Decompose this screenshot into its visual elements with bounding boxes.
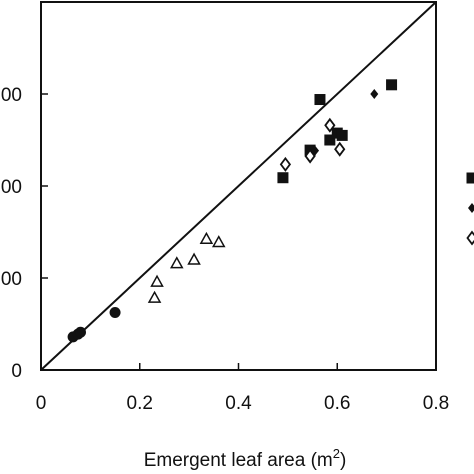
open-diamond-marker xyxy=(334,141,346,157)
x-tick-label: 0.4 xyxy=(225,393,252,414)
y-tick-label: 00 xyxy=(1,177,22,198)
open-diamond-marker xyxy=(324,117,336,133)
open-triangle-marker xyxy=(187,252,201,265)
open-diamond-marker xyxy=(279,156,292,172)
x-tick-label: 0 xyxy=(36,393,47,414)
filled-square-marker xyxy=(314,94,326,106)
filled-square-marker xyxy=(277,172,289,184)
open-triangle-marker xyxy=(199,231,214,245)
y-tick-label: 00 xyxy=(1,85,22,106)
x-axis-title: Emergent leaf area (m2) xyxy=(144,446,347,471)
open-triangle-marker xyxy=(150,274,164,287)
x-tick-label: 0.8 xyxy=(423,393,449,414)
filled-diamond-marker xyxy=(311,145,320,156)
filled-diamond-marker xyxy=(370,89,379,99)
filled-diamond-marker xyxy=(468,203,474,213)
open-triangle-marker xyxy=(147,290,162,303)
open-triangle-marker xyxy=(170,256,184,269)
fit-line xyxy=(40,1,437,371)
filled-circle-marker xyxy=(109,307,121,318)
legend-fragment xyxy=(466,172,474,246)
open-diamond-marker xyxy=(466,230,474,246)
filled-square-marker xyxy=(466,172,474,184)
y-tick-label: 0 xyxy=(11,361,22,382)
x-tick-label: 0.6 xyxy=(324,393,350,414)
open-triangle-marker xyxy=(211,235,226,248)
filled-circle-marker xyxy=(75,326,86,338)
data-points xyxy=(67,79,398,343)
filled-square-marker xyxy=(336,129,348,141)
filled-square-marker xyxy=(324,134,336,146)
y-tick-label: 00 xyxy=(1,269,22,290)
fit-line-group xyxy=(40,1,437,371)
filled-square-marker xyxy=(386,79,398,91)
open-diamond-marker xyxy=(304,148,316,164)
x-tick-label: 0.2 xyxy=(127,393,153,414)
